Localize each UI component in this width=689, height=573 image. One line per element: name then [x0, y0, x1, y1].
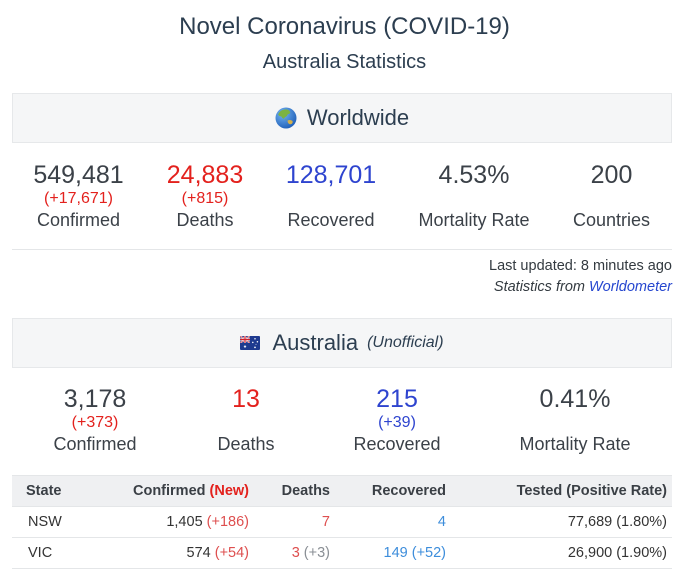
- australia-recovered-label: Recovered: [353, 434, 441, 454]
- worldwide-deaths-delta: (+815): [181, 190, 229, 207]
- australia-flag-icon: [240, 336, 261, 350]
- state-cell: VIC: [12, 537, 100, 569]
- recovered-cell: 149 (+52): [337, 537, 453, 569]
- table-header-confirmed: Confirmed (New): [100, 475, 256, 507]
- table-header-row: State Confirmed (New) Deaths Recovered T…: [12, 475, 672, 507]
- australia-mortality-label: Mortality Rate: [519, 434, 631, 454]
- table-header-deaths: Deaths: [256, 475, 337, 507]
- divider: [12, 249, 672, 250]
- worldwide-countries-label: Countries: [572, 210, 651, 230]
- worldwide-deaths-stat: 24,883 (+815) Deaths: [145, 160, 265, 232]
- confirmed-cell: 574 (+54): [100, 537, 256, 569]
- worldwide-recovered-label: Recovered: [287, 210, 375, 230]
- table-header-confirmed-note: (New): [209, 483, 249, 499]
- page-title: Novel Coronavirus (COVID-19): [179, 13, 510, 40]
- confirmed-new-value: (+186): [206, 514, 249, 530]
- australia-confirmed-label: Confirmed: [53, 434, 137, 454]
- worldwide-recovered-stat: 128,701 Recovered: [265, 160, 397, 232]
- state-cell: NSW: [12, 506, 100, 538]
- globe-icon: [275, 107, 297, 129]
- australia-deaths-value: 13: [232, 385, 260, 413]
- recovered-new-value: (+52): [411, 545, 446, 561]
- australia-heading: Australia: [272, 330, 359, 355]
- australia-mortality-stat: 0.41% Mortality Rate: [480, 384, 670, 456]
- recovered-value: 4: [437, 514, 446, 530]
- worldwide-stats: 549,481 (+17,671) Confirmed 24,883 (+815…: [12, 160, 672, 232]
- australia-recovered-value: 215: [376, 385, 418, 413]
- recovered-cell: 4: [337, 506, 453, 538]
- australia-confirmed-value: 3,178: [63, 385, 127, 413]
- australia-recovered-stat: 215 (+39) Recovered: [314, 384, 480, 456]
- australia-mortality-value: 0.41%: [539, 385, 611, 413]
- worldwide-countries-stat: 200 Countries: [551, 160, 672, 232]
- table-header-recovered: Recovered: [337, 475, 453, 507]
- table-header-confirmed-label: Confirmed: [132, 483, 206, 499]
- tested-cell: 77,689 (1.80%): [453, 506, 672, 538]
- australia-heading-note: (Unofficial): [367, 334, 444, 351]
- worldwide-mortality-stat: 4.53% Mortality Rate: [397, 160, 551, 232]
- australia-confirmed-stat: 3,178 (+373) Confirmed: [12, 384, 178, 456]
- table-row: VIC 574 (+54) 3 (+3) 149 (+52) 26,900 (1…: [12, 537, 672, 569]
- confirmed-new-value: (+54): [214, 545, 249, 561]
- australia-stats: 3,178 (+373) Confirmed 13 Deaths 215 (+3…: [12, 384, 670, 456]
- worldwide-mortality-label: Mortality Rate: [418, 210, 530, 230]
- last-updated-text: Last updated: 8 minutes ago: [489, 258, 672, 274]
- deaths-value: 7: [321, 514, 330, 530]
- australia-confirmed-delta: (+373): [71, 414, 119, 431]
- page-subtitle: Australia Statistics: [262, 51, 427, 73]
- state-table: State Confirmed (New) Deaths Recovered T…: [12, 475, 672, 569]
- deaths-new-value: (+3): [303, 545, 330, 561]
- australia-deaths-label: Deaths: [217, 434, 275, 454]
- deaths-cell: 3 (+3): [256, 537, 337, 569]
- source-attribution: Statistics from Worldometer: [494, 278, 672, 296]
- confirmed-value: 1,405: [166, 514, 203, 530]
- australia-panel-header: Australia (Unofficial): [12, 318, 672, 368]
- worldwide-confirmed-stat: 549,481 (+17,671) Confirmed: [12, 160, 145, 232]
- deaths-value: 3: [291, 545, 300, 561]
- worldwide-countries-value: 200: [590, 161, 633, 189]
- worldwide-mortality-value: 4.53%: [438, 161, 510, 189]
- worldwide-confirmed-label: Confirmed: [36, 210, 121, 230]
- worldwide-deaths-label: Deaths: [176, 210, 234, 230]
- worldwide-deaths-value: 24,883: [166, 161, 244, 189]
- tested-cell: 26,900 (1.90%): [453, 537, 672, 569]
- confirmed-value: 574: [186, 545, 211, 561]
- table-row: NSW 1,405 (+186) 7 4 77,689 (1.80%): [12, 506, 672, 538]
- confirmed-cell: 1,405 (+186): [100, 506, 256, 538]
- worldwide-panel-header: Worldwide: [12, 93, 672, 143]
- table-header-tested: Tested (Positive Rate): [453, 475, 672, 507]
- worldwide-confirmed-value: 549,481: [33, 161, 124, 189]
- recovered-value: 149: [383, 545, 408, 561]
- worldwide-heading: Worldwide: [306, 105, 410, 130]
- australia-recovered-delta: (+39): [378, 414, 416, 431]
- source-prefix: Statistics from: [493, 279, 585, 295]
- worldwide-confirmed-delta: (+17,671): [44, 190, 113, 207]
- worldwide-recovered-value: 128,701: [285, 161, 377, 189]
- worldometer-link[interactable]: Worldometer: [589, 279, 672, 295]
- australia-deaths-stat: 13 Deaths: [178, 384, 314, 456]
- table-header-state: State: [12, 475, 100, 507]
- deaths-cell: 7: [256, 506, 337, 538]
